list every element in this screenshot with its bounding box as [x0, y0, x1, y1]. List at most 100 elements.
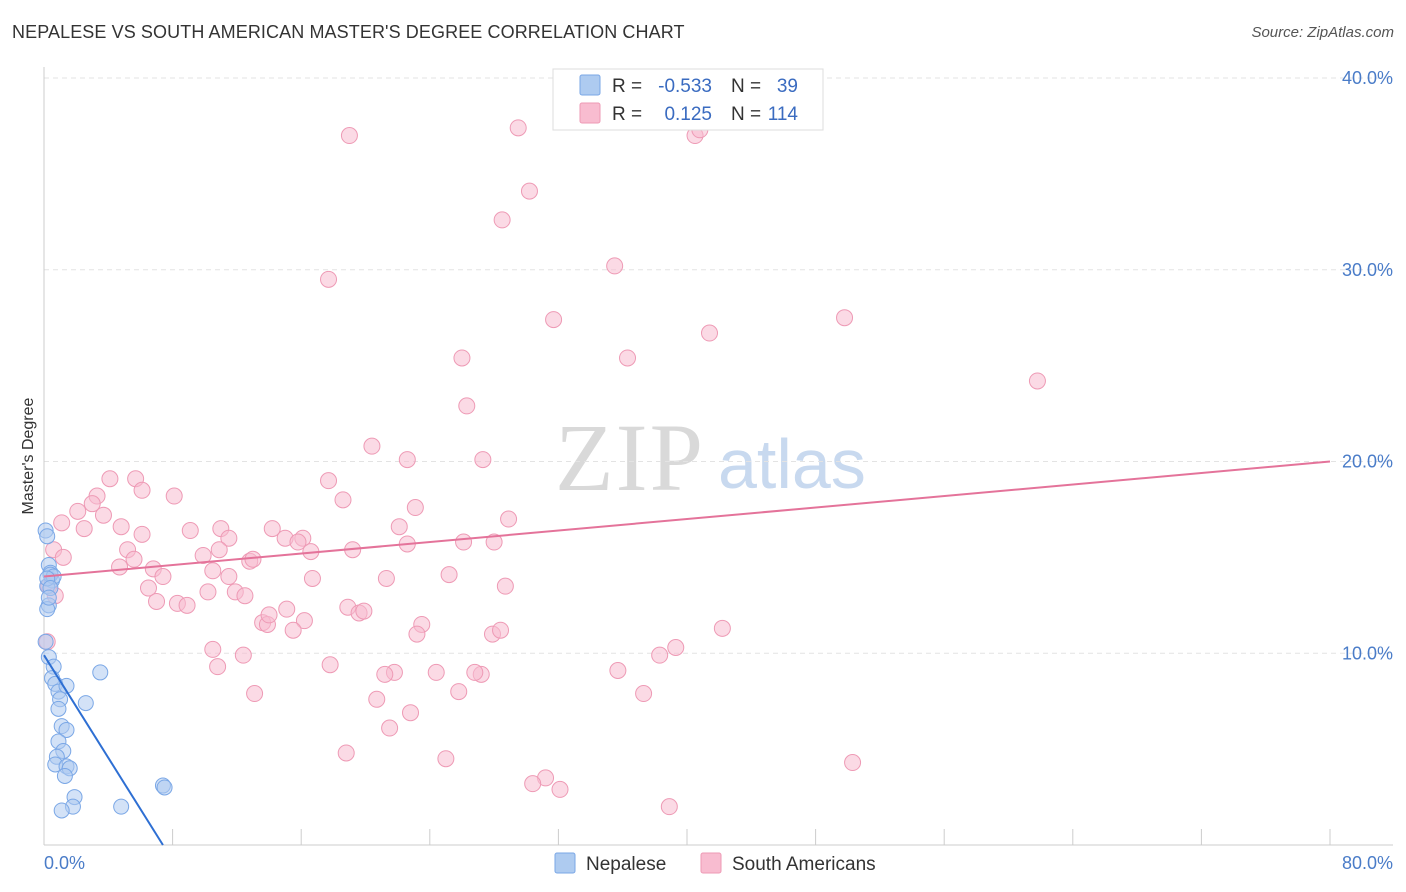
y-tick-label: 40.0%	[1342, 68, 1393, 88]
south-americans-point	[178, 596, 196, 614]
south-americans-point	[606, 257, 624, 275]
legend-n-value-nepalese: 39	[777, 76, 798, 97]
south-americans-point	[713, 619, 731, 637]
south-americans-point	[210, 541, 228, 559]
south-americans-point	[466, 663, 484, 681]
legend-n-label-nepalese: N =	[731, 76, 761, 97]
south-americans-point	[148, 592, 166, 610]
bottom-legend-nepalese: Nepalese	[586, 854, 666, 875]
south-americans-point	[453, 349, 471, 367]
south-americans-point	[101, 470, 119, 488]
south-americans-point	[220, 529, 238, 547]
chart-title: NEPALESE VS SOUTH AMERICAN MASTER'S DEGR…	[12, 22, 685, 42]
south-americans-point	[836, 309, 854, 327]
south-americans-point	[111, 558, 129, 576]
south-americans-point	[355, 602, 373, 620]
y-tick-labels: 10.0% 20.0% 30.0% 40.0%	[1342, 68, 1393, 663]
south-americans-point	[551, 780, 569, 798]
south-americans-point	[844, 754, 862, 772]
south-americans-point	[220, 568, 238, 586]
south-americans-point	[139, 579, 157, 597]
nepalese-point	[113, 798, 130, 815]
south-americans-point	[667, 638, 685, 656]
nepalese-point	[92, 664, 109, 681]
south-americans-point	[450, 683, 468, 701]
bottom-legend-swatch-nepalese	[554, 852, 576, 874]
south-americans-point	[377, 569, 395, 587]
legend-swatch-south-americans	[579, 102, 601, 124]
south-americans-point	[660, 798, 678, 816]
south-americans-point	[133, 481, 151, 499]
south-americans-point	[363, 437, 381, 455]
nepalese-point	[50, 700, 67, 717]
south-americans-point	[199, 583, 217, 601]
nepalese-point	[58, 721, 75, 738]
south-americans-point	[209, 658, 227, 676]
south-americans-point	[289, 533, 307, 551]
x-tick-label-min: 0.0%	[44, 853, 85, 873]
bottom-legend-south-americans: South Americans	[732, 854, 876, 875]
south-americans-point	[437, 750, 455, 768]
south-americans-point	[303, 569, 321, 587]
south-americans-point	[295, 612, 313, 630]
south-americans-point	[204, 640, 222, 658]
legend-swatch-nepalese	[579, 74, 601, 96]
south-americans-point	[496, 577, 514, 595]
south-americans-point	[381, 719, 399, 737]
south-americans-point	[485, 533, 503, 551]
south-americans-point	[440, 566, 458, 584]
south-americans-point	[83, 495, 101, 513]
south-americans-point	[474, 451, 492, 469]
source-label: Source: ZipAtlas.com	[1251, 24, 1394, 41]
nepalese-point	[39, 528, 56, 545]
south-americans-point	[320, 472, 338, 490]
south-americans-point	[402, 704, 420, 722]
south-americans-point	[321, 656, 339, 674]
south-americans-point	[609, 662, 627, 680]
legend-r-value-south-americans: 0.125	[664, 104, 712, 125]
south-americans-point	[69, 502, 87, 520]
legend-n-label-south-americans: N =	[731, 104, 761, 125]
data-points	[37, 119, 1046, 819]
nepalese-point	[58, 677, 75, 694]
south-americans-point	[204, 562, 222, 580]
south-americans-point	[125, 550, 143, 568]
south-americans-point	[133, 525, 151, 543]
correlation-legend: R = -0.533 N = 39 R = 0.125 N = 114	[552, 68, 824, 131]
south-americans-point	[493, 211, 511, 229]
legend-r-label-nepalese: R =	[612, 76, 642, 97]
south-americans-point	[340, 127, 358, 145]
y-tick-label: 10.0%	[1342, 643, 1393, 663]
south-americans-point	[181, 522, 199, 540]
south-americans-point	[509, 119, 527, 137]
south-americans-point	[75, 520, 93, 538]
south-americans-point	[545, 311, 563, 329]
south-americans-point	[94, 506, 112, 524]
south-americans-point	[246, 685, 264, 703]
south-americans-point	[492, 621, 510, 639]
bottom-legend-swatch-south-americans	[700, 852, 722, 874]
south-americans-point	[54, 548, 72, 566]
watermark-atlas: atlas	[718, 425, 866, 503]
legend-n-value-south-americans: 114	[768, 104, 799, 125]
south-americans-point	[263, 520, 281, 538]
series-legend: Nepalese South Americans	[554, 852, 876, 875]
trend-lines	[43, 460, 1331, 846]
x-ticks	[172, 829, 1331, 845]
south-americans-point	[651, 646, 669, 664]
south-americans-point	[390, 518, 408, 536]
legend-r-label-south-americans: R =	[612, 104, 642, 125]
south-americans-point	[236, 587, 254, 605]
south-americans-point	[455, 533, 473, 551]
south-americans-point	[53, 514, 71, 532]
south-americans-point	[427, 663, 445, 681]
nepalese-trend-line	[43, 654, 164, 846]
south-americans-point	[284, 621, 302, 639]
nepalese-point	[37, 633, 54, 650]
south-americans-point	[112, 518, 130, 536]
south-americans-trend-line	[43, 460, 1331, 578]
south-americans-point	[368, 690, 386, 708]
nepalese-point	[53, 802, 70, 819]
south-americans-point	[458, 397, 476, 415]
